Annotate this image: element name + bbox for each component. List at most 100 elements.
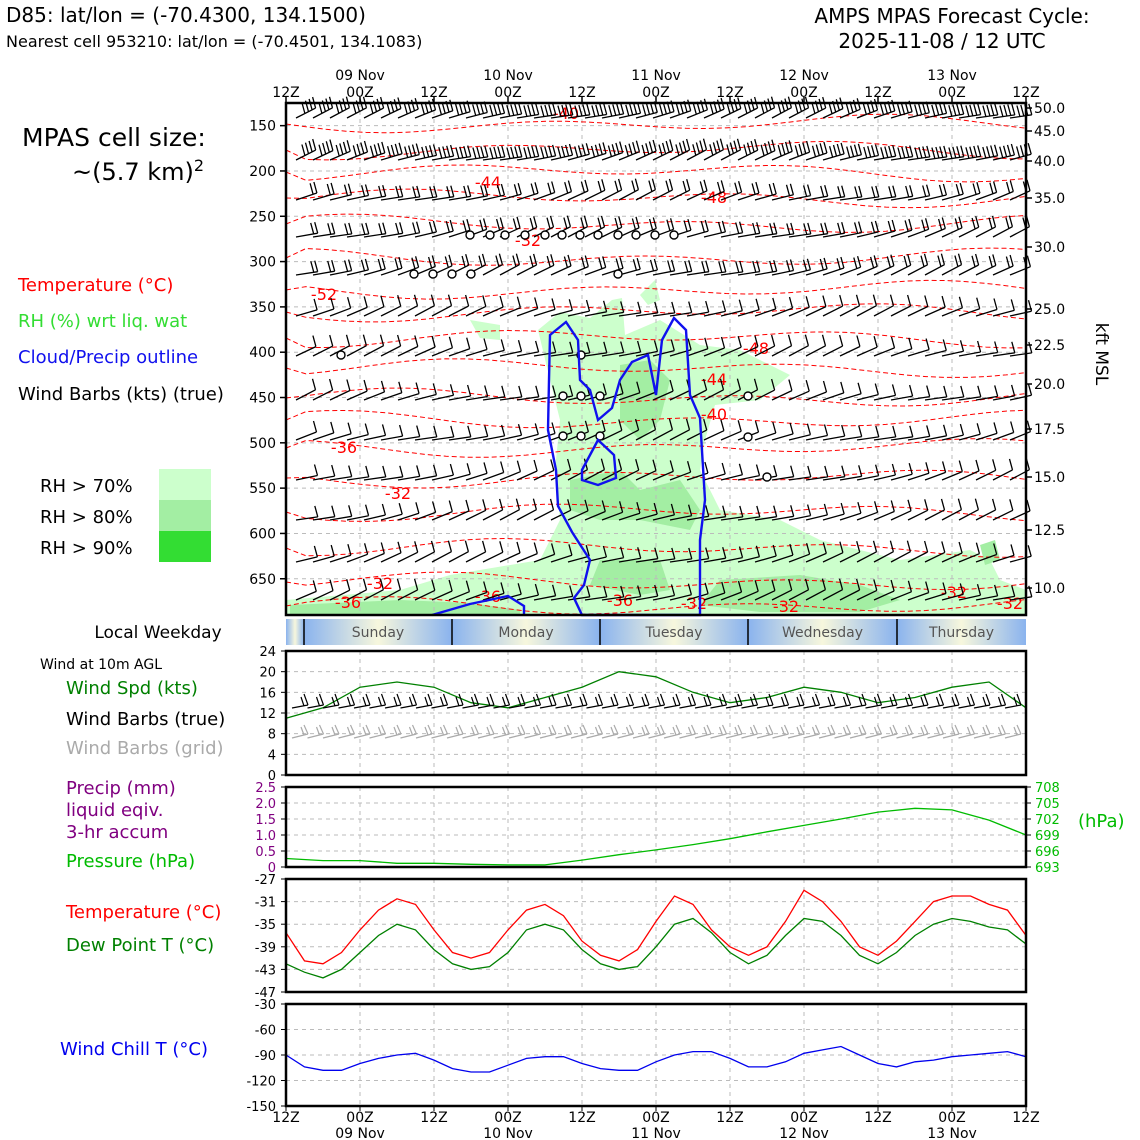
wind-barb [295, 181, 318, 201]
wind-barb [856, 255, 878, 276]
grid-wind-barb [942, 724, 960, 739]
bottom-hour-label: 00Z [494, 1110, 521, 1126]
wind-barb [363, 257, 386, 276]
temperature-contour-label: -40 [701, 405, 727, 424]
wind-barb [567, 299, 591, 317]
top-hour-label: 12Z [272, 85, 299, 101]
temperature-label: Temperature (°C) [65, 902, 221, 923]
wind-barb [703, 547, 727, 563]
y-tick-label: 0 [268, 861, 276, 876]
wind-barb [924, 541, 946, 563]
wind-barb [975, 254, 997, 276]
wind-barb [601, 419, 623, 441]
grid-wind-barb [741, 724, 759, 739]
grid-wind-barb [353, 724, 371, 739]
weekday-name: Sunday [352, 625, 404, 641]
wind-barb [907, 540, 929, 563]
top-date-label: 11 Nov [631, 68, 681, 84]
surface-wind-barb [555, 693, 573, 709]
temperature-contour-label: -32 [941, 583, 967, 602]
wind-barb [822, 294, 844, 317]
grid-wind-barb [570, 724, 588, 739]
rh-shading [470, 320, 500, 340]
wind-barb [992, 585, 1016, 601]
wind-barb [567, 179, 589, 201]
wind-barb [737, 298, 760, 317]
wind-barb [482, 253, 504, 276]
windchill-line [285, 1045, 1027, 1073]
wind-barb [448, 540, 470, 563]
surface-wind-barb [539, 693, 557, 709]
wind-barb [312, 139, 334, 161]
wind-barb [516, 423, 539, 441]
wind-barb [652, 139, 674, 161]
wind-barb [397, 425, 421, 441]
wind-barb [941, 385, 965, 401]
wind-barb [431, 540, 453, 563]
wind-barb [686, 337, 709, 357]
wind-barb [346, 184, 370, 201]
wind-barb [482, 461, 505, 481]
wind-barb [771, 379, 793, 401]
wind-barb [720, 299, 743, 317]
top-hour-label: 12Z [864, 85, 891, 101]
wind-barb [839, 143, 863, 161]
calm-wind-circle [428, 269, 438, 279]
wind-barb [567, 103, 591, 119]
wind-barb [567, 143, 590, 161]
wind-barb [380, 503, 403, 521]
surface-wind-barb [803, 693, 821, 709]
wind-barb [295, 545, 319, 563]
wind-barb [295, 138, 317, 161]
grid-wind-barb [694, 724, 712, 739]
wind-barb [788, 140, 811, 161]
wind-barb [295, 222, 319, 238]
wind-barb [907, 218, 930, 238]
wind-barb [856, 336, 878, 357]
wind-barb [465, 295, 487, 317]
wind-barb [703, 180, 725, 201]
wind-barb [890, 337, 913, 357]
wind-barb [975, 543, 998, 563]
y-tick-label: 16 [259, 686, 276, 701]
kft-tick-label: 10.0 [1034, 581, 1065, 597]
surface-wind-barb [663, 693, 681, 709]
top-hour-label: 12Z [716, 85, 743, 101]
wind-barb [431, 99, 454, 119]
wind-barb [482, 424, 506, 441]
wind-barb [805, 542, 827, 563]
precip-label-3: 3-hr accum [66, 822, 168, 843]
wind-barb [414, 335, 436, 357]
wind-barb [601, 341, 625, 357]
y-tick-label: 1.5 [255, 813, 276, 828]
wind-barb [397, 465, 421, 481]
wind-barb [703, 419, 725, 441]
weekday-cell [452, 619, 600, 645]
wind-barb [482, 385, 506, 401]
legend-rh80-swatch [159, 500, 211, 531]
wind-barb [652, 100, 675, 119]
temperature-contour [285, 247, 1027, 266]
kft-tick-label: 15.0 [1034, 470, 1065, 486]
wind-barb [822, 256, 845, 276]
wind-barb [635, 258, 659, 276]
top-hour-label: 00Z [790, 85, 817, 101]
wind-barb [635, 101, 658, 119]
wind-barb [975, 498, 997, 521]
surface-wind-barb [710, 693, 728, 709]
surface-wind-barb [880, 693, 898, 709]
temperature-contour-label: -40 [553, 104, 579, 123]
wind-barb [567, 545, 590, 563]
wind-barb [992, 341, 1016, 357]
wind-barb [754, 182, 777, 201]
y-tick-label: -120 [246, 1075, 276, 1090]
wind-barb [380, 185, 404, 201]
wind-barb [346, 504, 370, 521]
wind-barb [873, 425, 897, 441]
wind-barb [584, 585, 608, 601]
wind-barb [873, 145, 897, 161]
wind-barb [805, 424, 829, 441]
legend-rh70-swatch [159, 469, 211, 500]
surface-wind-barb [958, 693, 976, 709]
